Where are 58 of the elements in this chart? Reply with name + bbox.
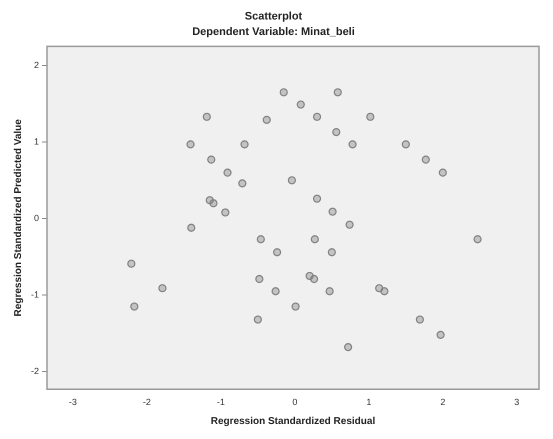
point: [187, 224, 196, 232]
point: [328, 248, 336, 256]
point: [262, 116, 271, 124]
point: [402, 140, 410, 148]
x-tick-label: -1: [216, 397, 225, 408]
point: [209, 199, 218, 208]
point: [438, 168, 447, 177]
point: [332, 128, 340, 136]
point: [310, 274, 318, 284]
point: [256, 235, 265, 244]
chart-subtitle: Dependent Variable: Minat_beli: [192, 26, 355, 38]
x-tick-label: 3: [514, 397, 520, 408]
point: [436, 330, 445, 339]
point: [416, 315, 424, 324]
point: [288, 176, 296, 184]
point: [312, 112, 322, 121]
x-tick-label: -3: [68, 397, 77, 408]
point: [473, 235, 482, 244]
point: [296, 100, 305, 109]
point: [291, 302, 300, 311]
x-tick-label: 0: [292, 397, 298, 408]
x-tick-label: 1: [366, 397, 372, 408]
point: [202, 112, 211, 121]
point: [223, 168, 232, 177]
y-axis-title: Regression Standardized Predicted Value: [12, 118, 24, 316]
y-tick-label: -1: [30, 290, 39, 300]
point: [186, 140, 195, 148]
y-tick-label: -2: [30, 366, 39, 376]
point: [366, 112, 374, 121]
point: [334, 88, 342, 96]
x-axis-title: Regression Standardized Residual: [210, 416, 376, 427]
point: [207, 156, 216, 164]
point: [221, 208, 230, 217]
point: [238, 179, 246, 188]
point: [310, 235, 319, 244]
point: [380, 287, 388, 296]
point: [422, 156, 430, 164]
point: [272, 287, 280, 296]
point: [127, 260, 136, 268]
point: [348, 140, 357, 148]
chart-title: Scatterplot: [244, 10, 303, 23]
point: [272, 248, 282, 256]
y-tick-label: 1: [34, 136, 39, 147]
x-tick-label: 2: [440, 397, 446, 408]
point: [346, 220, 354, 229]
point: [328, 208, 337, 216]
point: [326, 287, 334, 296]
point: [280, 88, 288, 96]
point: [158, 284, 167, 292]
y-tick-label: 2: [34, 60, 39, 70]
point: [312, 194, 322, 203]
point: [240, 140, 249, 148]
point: [255, 274, 264, 284]
x-tick-label: -2: [142, 397, 151, 408]
y-tick-label: 0: [34, 213, 39, 224]
point: [254, 315, 262, 324]
point: [130, 302, 138, 311]
point: [344, 343, 352, 352]
